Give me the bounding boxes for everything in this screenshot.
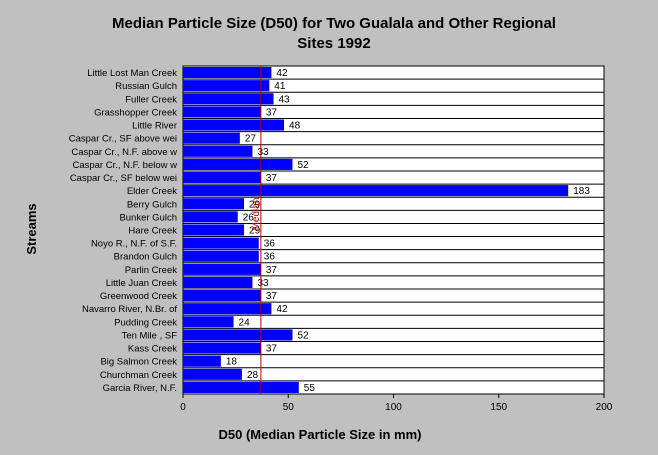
category-label: Caspar Cr., SF above wei (69, 134, 177, 145)
bar (183, 355, 221, 367)
data-label: 29 (249, 199, 261, 210)
data-label: 36 (264, 252, 276, 263)
bar (183, 132, 240, 144)
category-label: Caspar Cr., N.F. above w (71, 147, 177, 158)
bar (183, 93, 274, 105)
category-label: Pudding Creek (114, 317, 177, 328)
bar (183, 368, 242, 380)
category-label: Little Lost Man Creek (87, 68, 177, 79)
bar (183, 119, 285, 131)
data-label: 183 (573, 186, 590, 197)
chart-title-line-2: Sites 1992 (297, 35, 371, 52)
data-label: 37 (266, 173, 278, 184)
category-label: Bunker Gulch (119, 212, 177, 223)
bar (183, 211, 238, 223)
category-label: Brandon Gulch (114, 252, 177, 263)
bar (183, 276, 253, 289)
category-label: Little River (132, 121, 177, 132)
x-tick-label: 100 (385, 402, 402, 413)
category-label: Russian Gulch (115, 81, 177, 92)
category-label: Hare Creek (128, 226, 177, 237)
bar (183, 316, 234, 328)
category-label: Greenwood Creek (100, 291, 177, 302)
data-label: 43 (279, 94, 291, 105)
bar (183, 185, 569, 197)
bar (183, 106, 261, 118)
data-label: 36 (264, 239, 276, 250)
bar (183, 329, 293, 341)
y-axis-label: Streams (24, 203, 39, 255)
data-label: 37 (266, 265, 278, 276)
x-tick-label: 150 (490, 402, 507, 413)
x-tick-label: 50 (283, 402, 295, 413)
category-label: Elder Creek (127, 186, 177, 197)
data-label: 55 (304, 383, 316, 394)
data-label: 42 (276, 304, 288, 315)
category-label: Berry Gulch (127, 199, 177, 210)
data-label: 37 (266, 291, 278, 302)
category-label: Big Salmon Creek (100, 357, 177, 368)
category-label: Caspar Cr., SF below wei (70, 173, 177, 184)
category-label: Little Juan Creek (106, 278, 178, 289)
bar (183, 263, 261, 275)
bar (183, 171, 261, 184)
category-label: Fuller Creek (125, 94, 177, 105)
category-label: Ten Mile , SF (122, 330, 178, 341)
data-label: 52 (297, 160, 309, 171)
bar (183, 198, 245, 210)
data-label: 18 (226, 357, 238, 368)
category-label: Grasshopper Creek (94, 107, 177, 118)
data-label: 28 (247, 370, 259, 381)
data-label: 52 (297, 330, 309, 341)
bar (183, 145, 253, 157)
category-label: Churchman Creek (100, 370, 177, 381)
median-line-label: Median (251, 198, 262, 231)
data-label: 33 (257, 147, 269, 158)
bar (183, 290, 261, 302)
data-label: 37 (266, 107, 278, 118)
data-label: 27 (245, 134, 257, 145)
category-label: Caspar Cr., N.F. below w (72, 160, 177, 171)
bar (183, 224, 245, 236)
data-label: 33 (257, 278, 269, 289)
data-label: 48 (289, 121, 301, 132)
bar (183, 303, 272, 315)
data-label: 26 (243, 212, 255, 223)
data-label: 29 (249, 226, 261, 237)
bar (183, 237, 259, 249)
category-label: Garcia River, N.F. (103, 383, 177, 394)
category-label: Navarro River, N.Br. of (82, 304, 177, 315)
bar (183, 67, 272, 79)
data-label: 42 (276, 68, 288, 79)
bar (183, 342, 261, 354)
chart-title-line-1: Median Particle Size (D50) for Two Guala… (112, 15, 556, 32)
category-label: Parlin Creek (125, 265, 178, 276)
x-tick-label: 200 (596, 402, 613, 413)
data-label: 37 (266, 344, 278, 355)
data-label: 41 (274, 81, 286, 92)
category-label: Noyo R., N.F. of S.F. (91, 239, 177, 250)
bar (183, 158, 293, 170)
bar (183, 381, 299, 393)
chart-title: Median Particle Size (D50) for Two Guala… (60, 14, 608, 54)
bar (183, 80, 270, 92)
category-label: Kass Creek (128, 344, 177, 355)
x-tick-label: 0 (180, 402, 186, 413)
data-label: 24 (239, 317, 251, 328)
bar (183, 250, 259, 262)
x-axis-label: D50 (Median Particle Size in mm) (218, 427, 422, 442)
